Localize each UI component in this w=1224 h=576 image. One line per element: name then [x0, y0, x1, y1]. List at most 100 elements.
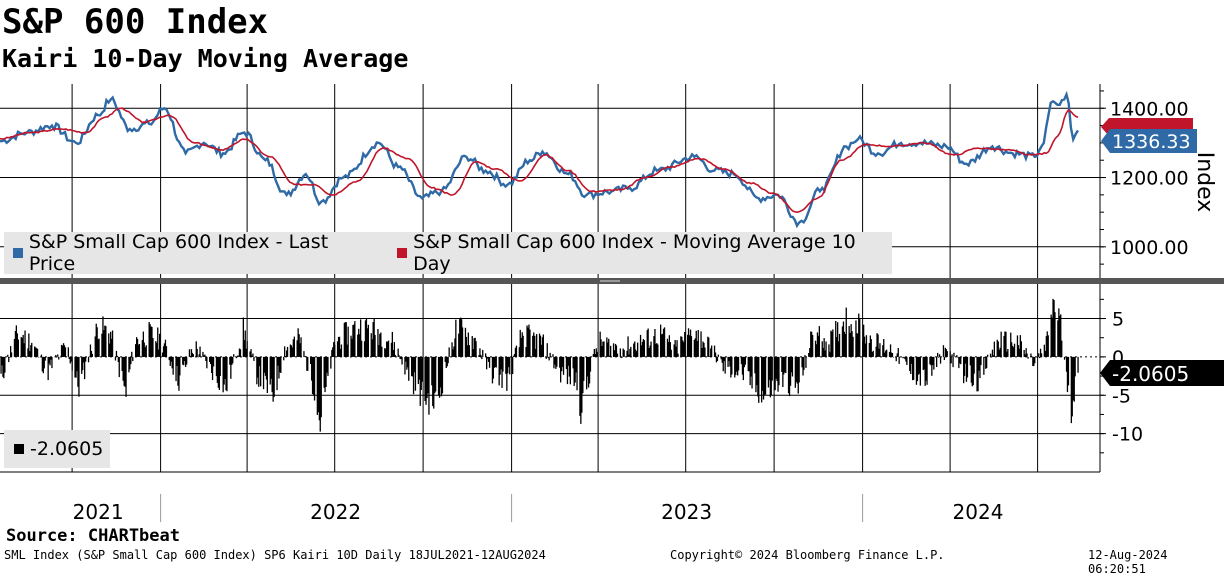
kairi-bar [233, 354, 235, 357]
kairi-bar [424, 356, 426, 401]
kairi-bar [707, 336, 709, 357]
kairi-bar [192, 354, 194, 357]
kairi-bar [447, 356, 449, 364]
kairi-bar [572, 356, 574, 369]
kairi-bar [545, 356, 547, 359]
kairi-bar [855, 320, 857, 357]
kairi-bar [1027, 356, 1029, 359]
kairi-bar [40, 354, 43, 357]
kairi-bar [239, 349, 242, 357]
kairi-bar [1045, 336, 1047, 357]
kairi-bar [710, 348, 712, 357]
kairi-bar [217, 356, 219, 388]
price-legend[interactable]: S&P Small Cap 600 Index - Last Price S&P… [4, 231, 892, 275]
kairi-bar [331, 349, 333, 357]
kairi-bar [311, 356, 314, 395]
kairi-bar [411, 356, 414, 377]
kairi-bar [216, 356, 218, 383]
kairi-bar [417, 356, 419, 384]
price-legend-label: S&P Small Cap 600 Index - Last Price [28, 231, 329, 275]
kairi-bar [84, 356, 86, 380]
kairi-bar [373, 318, 375, 357]
kairi-bar [561, 356, 563, 372]
kairi-bar [521, 332, 523, 357]
kairi-bar [912, 356, 914, 381]
kairi-bar [902, 356, 904, 359]
kairi-bar [989, 353, 992, 357]
kairi-bar [284, 346, 286, 357]
kairi-bar [339, 348, 342, 357]
kairi-bar [868, 343, 870, 357]
kairi-bar [620, 356, 622, 359]
kairi-bar [959, 356, 961, 364]
kairi-bar [219, 356, 221, 376]
kairi-bar [105, 326, 107, 357]
kairi-bar [669, 342, 671, 357]
kairi-bar [653, 336, 655, 357]
kairi-bar [737, 356, 740, 371]
kairi-bar [1046, 331, 1048, 357]
kairi-bar [1010, 332, 1012, 357]
kairi-bar [788, 356, 791, 397]
kairi-bar [179, 356, 181, 376]
kairi-bar [131, 351, 133, 357]
kairi-bar [1057, 320, 1059, 357]
kairi-bar [340, 344, 343, 357]
kairi-bar [161, 352, 164, 357]
kairi-bar [272, 356, 274, 402]
kairi-bar [446, 356, 448, 367]
kairi-bar [411, 356, 413, 377]
kairi-bar [667, 341, 669, 357]
kairi-bar [937, 352, 939, 357]
kairi-bar [296, 340, 298, 357]
kairi-bar [37, 356, 40, 358]
kairi-bar [1059, 315, 1061, 357]
kairi-bar [316, 356, 318, 415]
kairi-legend[interactable]: -2.0605 [4, 430, 110, 468]
kairi-bar [747, 356, 749, 371]
kairi-bar [238, 348, 241, 357]
kairi-bar [307, 356, 309, 371]
kairi-bar [740, 356, 743, 365]
kairi-bar [298, 334, 300, 357]
kairi-bar [177, 356, 179, 386]
kairi-legend-swatch [14, 444, 24, 454]
kairi-bar [993, 341, 995, 357]
kairi-bar [502, 356, 504, 372]
kairi-bar [711, 345, 713, 357]
kairi-bar [904, 356, 906, 360]
kairi-bar [31, 342, 33, 357]
kairi-bar [796, 356, 798, 384]
kairi-bar [265, 356, 268, 380]
kairi-bar [538, 333, 541, 357]
kairi-bar [830, 330, 832, 357]
kairi-bar [97, 339, 99, 357]
kairi-bar [547, 356, 549, 359]
kairi-bar [20, 337, 22, 357]
kairi-bar [850, 324, 852, 357]
kairi-bar [10, 352, 13, 357]
kairi-bar [291, 347, 293, 357]
kairi-bar [320, 356, 322, 418]
kairi-bar [933, 356, 935, 370]
kairi-bar [74, 356, 76, 378]
kairi-bar [293, 336, 295, 357]
kairi-bar [885, 350, 887, 357]
kairi-bar [1025, 348, 1027, 357]
kairi-bar [804, 355, 806, 357]
kairi-bar [1074, 356, 1076, 377]
kairi-bar [222, 356, 224, 393]
kairi-bar [419, 356, 421, 406]
kairi-bar [879, 343, 881, 357]
kairi-bar [85, 356, 87, 362]
kairi-bar [849, 332, 851, 357]
kairi-bar [593, 349, 595, 357]
kairi-bar [610, 345, 612, 357]
kairi-bar [460, 317, 462, 357]
kairi-bar [324, 356, 326, 393]
kairi-bar [973, 356, 975, 374]
kairi-bar [305, 356, 307, 357]
kairi-value-label: -2.0605 [1112, 362, 1189, 386]
kairi-bar [0, 356, 2, 374]
